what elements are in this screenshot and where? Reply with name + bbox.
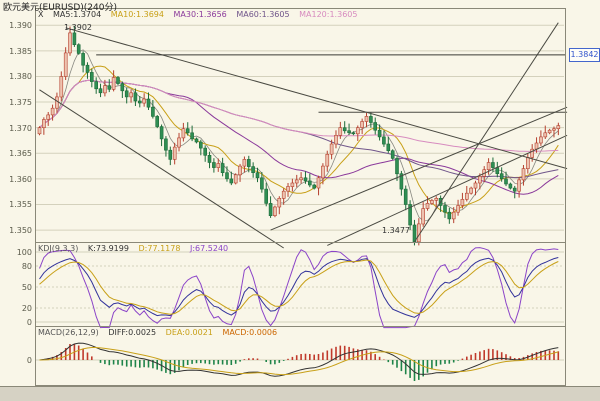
price-axis-label: 1.370	[9, 124, 32, 133]
ma60-value: MA60:1.3605	[236, 10, 290, 19]
macd-diff-value: DIFF:0.0025	[108, 328, 157, 337]
macd-header: MACD(26,12,9) DIFF:0.0025 DEA:0.0021 MAC…	[38, 328, 284, 337]
macd-dea-value: DEA:0.0021	[165, 328, 213, 337]
price-axis-label: 1.350	[9, 226, 32, 235]
price-axis-label: 1.355	[9, 200, 32, 209]
high-annotation: 1.3902	[64, 23, 92, 32]
kdj-k-value: K:73.9199	[87, 244, 129, 253]
price-axis-label: 1.365	[9, 149, 32, 158]
ma10-value: MA10:1.3694	[110, 10, 164, 19]
price-axis-label: 1.380	[9, 72, 32, 81]
price-axis-label: 1.390	[9, 21, 32, 30]
kdj-d-value: D:77.1178	[138, 244, 181, 253]
window-title: 欧元美元(EURUSD)(240分)	[3, 3, 117, 13]
kdj-j-value: J:67.5240	[189, 244, 229, 253]
kdj-axis-label: 20	[21, 304, 32, 313]
macd-name: MACD(26,12,9)	[38, 328, 99, 337]
price-axis-label: 1.375	[9, 98, 32, 107]
kdj-axis-label: 100	[16, 248, 32, 257]
kdj-name: KDJ(9,3,3)	[38, 244, 79, 253]
kdj-header: KDJ(9,3,3) K:73.9199 D:77.1178 J:67.5240	[38, 244, 235, 253]
kdj-axis-label: 50	[21, 283, 32, 292]
low-annotation: 1.3477	[382, 226, 410, 235]
price-tag: 1.3842	[569, 48, 600, 62]
status-bar	[0, 386, 600, 401]
macd-macd-value: MACD:0.0006	[222, 328, 278, 337]
kdj-axis-label: 0	[26, 318, 32, 327]
price-axis-label: 1.360	[9, 175, 32, 184]
ma30-value: MA30:1.3656	[173, 10, 227, 19]
cursor-indicator: X	[38, 10, 44, 19]
ma120-value: MA120:1.3605	[299, 10, 358, 19]
ma5-value: MA5:1.3704	[53, 10, 102, 19]
ma-header: X MA5:1.3704 MA10:1.3694 MA30:1.3656 MA6…	[38, 10, 364, 19]
macd-axis-label: 0	[26, 356, 32, 365]
kdj-axis-label: 80	[21, 262, 32, 271]
price-axis-label: 1.385	[9, 47, 32, 56]
